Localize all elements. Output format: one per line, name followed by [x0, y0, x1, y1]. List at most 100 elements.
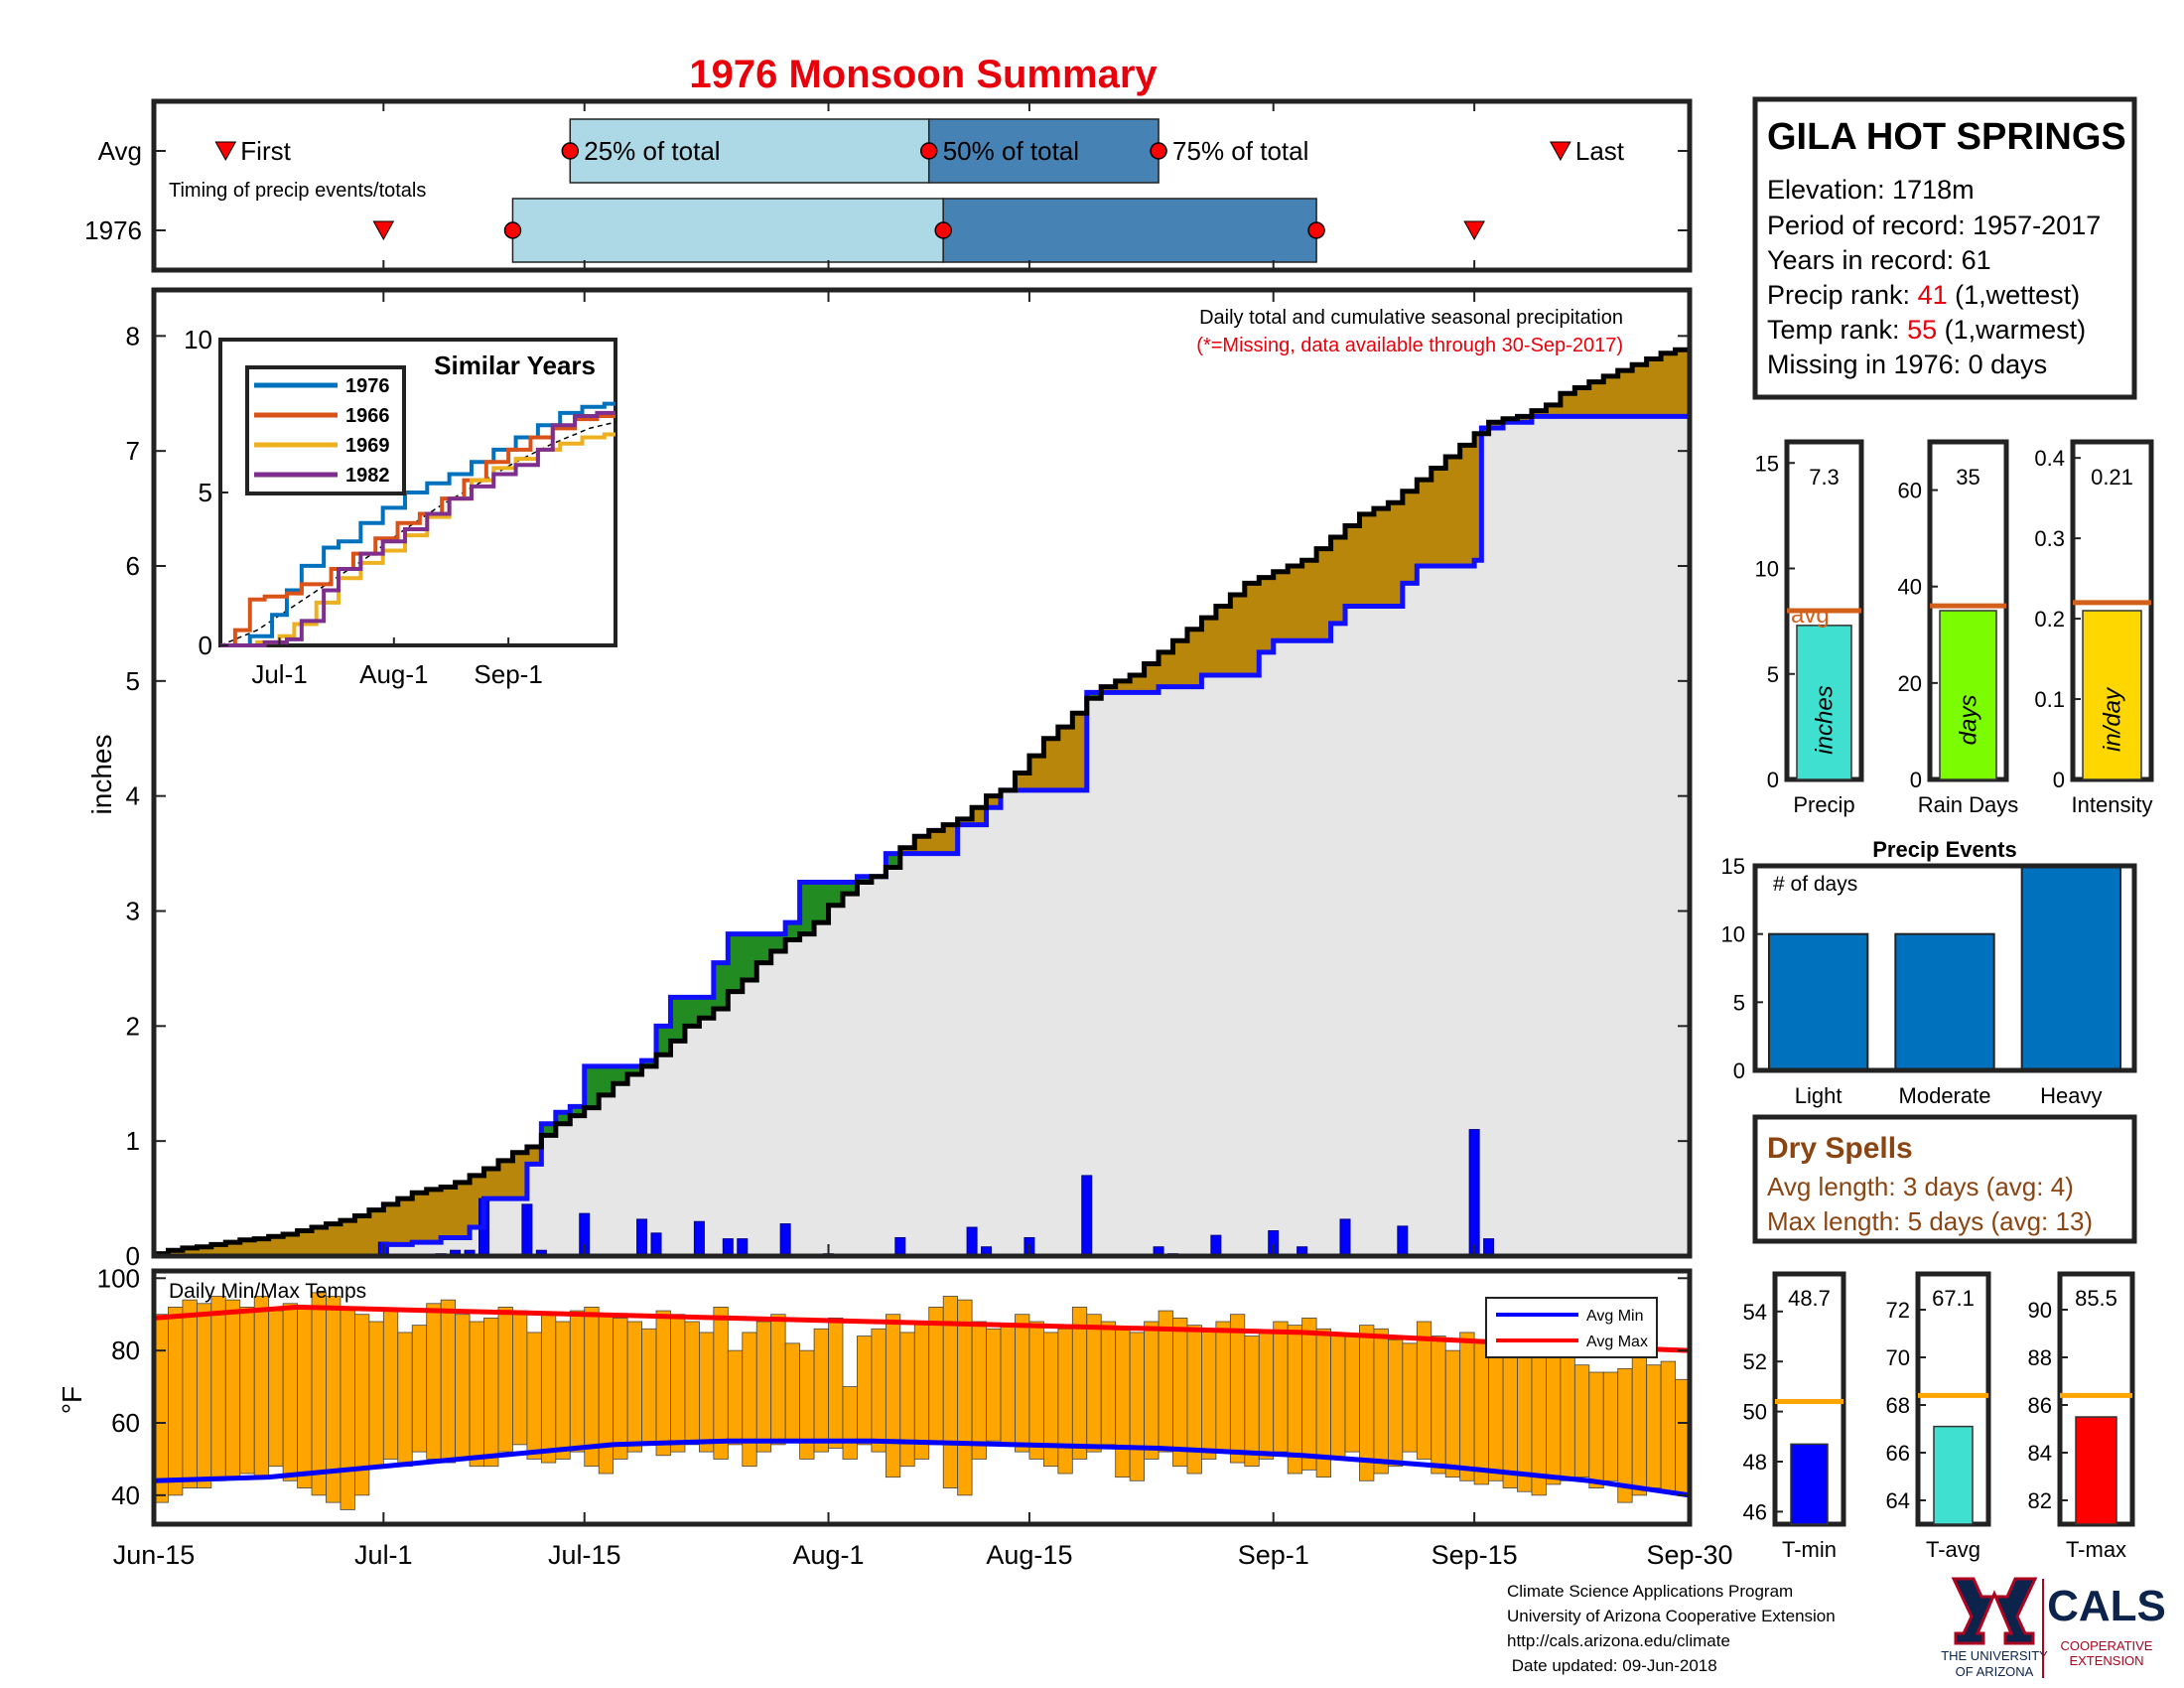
common-area	[154, 416, 1690, 1257]
daily-temp-bar	[1215, 1321, 1231, 1453]
temp-summary-y-tick-label: 64	[1886, 1488, 1910, 1513]
timing-box-50-75	[942, 198, 1317, 263]
main-y-tick-label: 6	[126, 551, 140, 581]
daily-temp-bar	[311, 1292, 327, 1496]
inset-y-tick-label: 0	[199, 631, 212, 660]
temps-ylabel: °F	[57, 1386, 87, 1414]
daily-temp-bar	[282, 1303, 298, 1481]
daily-temp-bar	[770, 1314, 786, 1446]
footer-credits: Climate Science Applications Program Uni…	[1507, 1582, 1836, 1675]
avg-cumulative-line	[154, 413, 1690, 1259]
avg-text-label: avg	[1791, 602, 1830, 629]
daily-temp-bar	[1129, 1332, 1145, 1481]
daily-temp-bar	[626, 1321, 642, 1453]
station-missing: Missing in 1976: 0 days	[1767, 350, 2047, 379]
temps-y-tick-label: 100	[97, 1263, 140, 1293]
daily-temp-bar	[1057, 1328, 1073, 1475]
daily-temp-bar	[368, 1321, 384, 1468]
daily-temp-bar	[1573, 1364, 1590, 1478]
daily-precip-bar	[1339, 1218, 1351, 1257]
daily-temp-bar	[1646, 1364, 1662, 1488]
daily-temp-bar	[1100, 1321, 1117, 1446]
first-last-marker	[372, 220, 395, 241]
daily-temp-bar	[1258, 1332, 1275, 1460]
cals-coop-line-1: COOPERATIVE	[2061, 1638, 2153, 1653]
daily-temp-bar	[986, 1328, 1002, 1442]
precip-events-chart: Precip Events Light Moderate Heavy # of days…	[1721, 837, 2137, 1108]
first-label: First	[240, 136, 291, 166]
daily-temp-bar	[1617, 1367, 1633, 1503]
ua-logo-line-1: THE UNIVERSITY	[1941, 1648, 2048, 1663]
figure-title: 1976 Monsoon Summary	[689, 53, 1158, 96]
percentile-marker	[1307, 221, 1325, 239]
main-y-tick-label: 7	[126, 436, 140, 466]
timing-panel: Avg 1976 Timing of precip events/totals Fir…	[84, 98, 1693, 273]
daily-temp-bar	[684, 1321, 700, 1446]
daily-temp-bar	[1344, 1336, 1360, 1453]
daily-precip-bar	[966, 1226, 978, 1257]
daily-precip-bar	[1397, 1225, 1409, 1257]
timing-box-25-50	[511, 198, 944, 263]
events-y-tick-label: 5	[1733, 990, 1745, 1015]
station-name: GILA HOT SPRINGS	[1767, 116, 2126, 158]
daily-temp-bar	[871, 1328, 887, 1453]
summary-unit-label: in/day	[2100, 686, 2126, 752]
daily-temp-bar	[1158, 1310, 1173, 1453]
summary-y-tick-label: 0.2	[2034, 607, 2065, 632]
temp-summary-bar-T-min	[1790, 1443, 1829, 1525]
main-y-tick-label: 0	[126, 1241, 140, 1271]
summary-y-tick-label: 20	[1898, 671, 1922, 696]
daily-temp-bar	[913, 1321, 930, 1460]
daily-temp-bar	[224, 1299, 241, 1478]
temp-summary-y-tick-label: 82	[2028, 1488, 2052, 1513]
temp-summary-y-tick-label: 54	[1743, 1300, 1767, 1325]
temp-summary-y-tick-label: 50	[1743, 1400, 1767, 1425]
dry-spells-box: Dry Spells Avg length: 3 days (avg: 4) M…	[1752, 1114, 2137, 1244]
events-bar-Light	[1768, 932, 1869, 1072]
percentile-marker	[1150, 142, 1167, 160]
summary-unit-label: inches	[1812, 685, 1839, 754]
summary-x-label: Intensity	[2072, 792, 2153, 817]
daily-temp-bar	[1546, 1349, 1562, 1485]
temp-summary-x-label: T-max	[2066, 1537, 2126, 1562]
daily-temp-bar	[885, 1314, 901, 1478]
daily-temp-bar	[1444, 1349, 1461, 1478]
daily-temp-bar	[1000, 1325, 1016, 1446]
p50-label: 50% of total	[943, 136, 1079, 166]
avg-max-line	[153, 1304, 1691, 1353]
daily-precip-bar	[1483, 1238, 1495, 1257]
daily-temp-bar	[1431, 1336, 1446, 1475]
temp-summary-x-label: T-avg	[1926, 1537, 1980, 1562]
daily-temp-bar	[755, 1321, 772, 1453]
daily-temp-bar	[297, 1307, 313, 1488]
temp-summary-panels: 48.7 T-min 46 48 50 52 54 67.1 T-avg 64 66 68 70 72 85…	[1743, 1271, 2135, 1562]
summary-y-tick-label: 0.1	[2034, 687, 2065, 712]
temp-summary-y-tick-label: 84	[2028, 1441, 2052, 1466]
x-tick-label: Sep-15	[1432, 1540, 1518, 1570]
daily-temp-bar	[1602, 1371, 1619, 1481]
daily-temp-bar	[828, 1317, 844, 1449]
x-tick-label: Jul-15	[548, 1540, 621, 1570]
percentile-marker	[934, 221, 952, 239]
x-tick-label: Jun-15	[113, 1540, 196, 1570]
summary-y-tick-label: 10	[1755, 557, 1779, 582]
events-bar-Heavy	[2020, 865, 2121, 1071]
daily-temp-bar	[670, 1314, 686, 1453]
events-bar-Moderate	[1894, 932, 1995, 1072]
daily-temp-bar	[268, 1310, 284, 1468]
first-last-marker	[1550, 141, 1571, 162]
daily-temp-bar	[641, 1328, 657, 1446]
daily-temp-bar	[469, 1321, 484, 1468]
main-frame	[151, 287, 1693, 1259]
daily-temp-bar	[168, 1307, 184, 1496]
inset-x-tick-label: Jul-1	[251, 659, 307, 689]
daily-precip-bar	[737, 1238, 749, 1257]
events-title: Precip Events	[1872, 837, 2017, 862]
summary-y-tick-label: 0.4	[2034, 446, 2065, 471]
temps-caption: Daily Min/Max Temps	[169, 1280, 366, 1303]
summary-x-label: Rain Days	[1918, 792, 2018, 817]
daily-temp-bar	[340, 1307, 355, 1510]
timing-box-50-75	[927, 118, 1160, 184]
daily-temp-bar	[584, 1307, 600, 1468]
p25-label: 25% of total	[584, 136, 720, 166]
